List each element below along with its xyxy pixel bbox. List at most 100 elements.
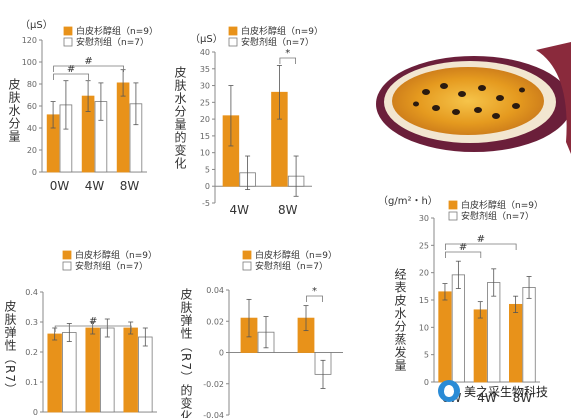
y-tick-label: 25 — [200, 98, 210, 107]
significance-bracket — [54, 325, 132, 332]
watermark: 美之采生物科技 — [438, 378, 570, 404]
significance-bracket — [445, 251, 482, 258]
y-tick-label: 0 — [205, 182, 210, 191]
bar-placebo — [451, 274, 465, 383]
x-tick-label: 8W — [513, 391, 533, 405]
legend-label: 白皮杉醇组（n=9） — [255, 249, 337, 261]
y-tick-label: 20 — [27, 146, 37, 155]
y-tick-label: 0 — [424, 378, 429, 387]
y-axis-label: 经表皮水分蒸发量 — [393, 268, 407, 372]
y-axis-label: 皮肤水分量的变化 — [173, 66, 187, 170]
y-tick-label: 10 — [419, 323, 429, 332]
bar-treatment — [47, 333, 62, 413]
passion-fruit-photo — [366, 42, 571, 154]
legend-label: 安慰剂组（n=7） — [461, 210, 534, 222]
y-tick-label: 20 — [200, 115, 210, 124]
y-tick-label: 120 — [22, 36, 37, 45]
unit-label: （μS） — [20, 19, 53, 31]
y-tick-label: 35 — [200, 65, 210, 74]
y-tick-label: -0.02 — [203, 380, 224, 389]
significance-bracket — [53, 65, 124, 72]
legend-label: 安慰剂组（n=7） — [241, 36, 314, 48]
bar-placebo — [487, 282, 501, 383]
x-tick-label: 0W — [50, 179, 70, 193]
watermark-logo-icon — [438, 380, 460, 402]
y-tick-label: 0.1 — [25, 378, 38, 387]
y-tick-label: 40 — [200, 48, 210, 57]
legend-label: 安慰剂组（n=7） — [75, 260, 148, 272]
legend-swatch — [63, 37, 73, 47]
y-tick-label: 0.2 — [25, 348, 38, 357]
bar-placebo — [522, 287, 536, 383]
significance-bracket — [306, 295, 323, 302]
legend-swatch — [448, 211, 458, 221]
bar-placebo — [100, 327, 115, 413]
significance-bracket — [279, 57, 296, 64]
significance-bracket — [445, 243, 517, 250]
y-tick-label: 0 — [32, 168, 37, 177]
significance-bracket — [53, 73, 89, 80]
y-tick-label: -0.04 — [203, 411, 224, 418]
legend-label: 白皮杉醇组（n=9） — [241, 25, 323, 37]
y-tick-label: 100 — [22, 58, 37, 67]
legend-swatch — [63, 26, 73, 36]
significance-mark: # — [477, 234, 485, 245]
y-tick-label: 5 — [205, 165, 210, 174]
legend-label: 白皮杉醇组（n=9） — [76, 25, 158, 37]
y-axis-label: 皮肤水分量 — [7, 78, 21, 143]
x-tick-label: 8W — [120, 179, 140, 193]
x-tick-label: 8W — [278, 203, 298, 217]
legend-swatch — [448, 200, 458, 210]
bar-treatment — [123, 327, 138, 413]
x-tick-label: 4W — [477, 391, 497, 405]
y-tick-label: 15 — [419, 296, 429, 305]
y-tick-label: 0.04 — [206, 286, 224, 295]
legend-swatch — [228, 37, 238, 47]
y-tick-label: 40 — [27, 124, 37, 133]
y-tick-label: 60 — [27, 102, 37, 111]
bar-treatment — [85, 327, 100, 413]
y-tick-label: 30 — [419, 214, 429, 223]
y-axis-label: 皮肤弹性（R7）的变化量 — [179, 288, 193, 418]
y-tick-label: 0 — [33, 408, 38, 417]
bar-treatment — [509, 303, 523, 383]
y-tick-label: 0 — [219, 349, 224, 358]
y-tick-label: 20 — [419, 269, 429, 278]
legend-swatch — [242, 250, 252, 260]
significance-mark: # — [67, 64, 75, 75]
x-tick-label: 4W — [85, 179, 105, 193]
bar-placebo — [62, 332, 77, 413]
bar-treatment — [438, 291, 452, 383]
y-tick-label: 80 — [27, 80, 37, 89]
y-tick-label: 25 — [419, 241, 429, 250]
y-tick-label: 0.02 — [206, 317, 224, 326]
unit-label: （g/m²・h） — [378, 195, 438, 207]
legend-label: 安慰剂组（n=7） — [255, 260, 328, 272]
y-tick-label: 0.4 — [25, 288, 38, 297]
watermark-text: 美之采生物科技 — [464, 384, 549, 399]
legend-label: 安慰剂组（n=7） — [76, 36, 149, 48]
y-tick-label: 5 — [424, 351, 429, 360]
significance-mark: # — [84, 56, 92, 67]
legend-swatch — [228, 26, 238, 36]
legend-label: 白皮杉醇组（n=9） — [461, 199, 543, 211]
y-tick-label: 30 — [200, 82, 210, 91]
legend-label: 白皮杉醇组（n=9） — [75, 249, 157, 261]
y-tick-label: 10 — [200, 149, 210, 158]
significance-mark: # — [459, 242, 467, 253]
significance-mark: * — [285, 48, 290, 59]
legend-swatch — [62, 250, 72, 260]
y-axis-label: 皮肤弹性（R7） — [3, 300, 17, 396]
legend-swatch — [242, 261, 252, 271]
y-tick-label: 0.3 — [25, 318, 38, 327]
legend-swatch — [62, 261, 72, 271]
significance-mark: * — [312, 286, 317, 297]
significance-mark: # — [89, 316, 97, 327]
y-tick-label: -5 — [202, 199, 210, 208]
x-tick-label: 4W — [230, 203, 250, 217]
bar-placebo — [138, 336, 153, 413]
y-tick-label: 15 — [200, 132, 210, 141]
bar-treatment — [473, 309, 487, 383]
unit-label: （μS） — [190, 33, 223, 45]
